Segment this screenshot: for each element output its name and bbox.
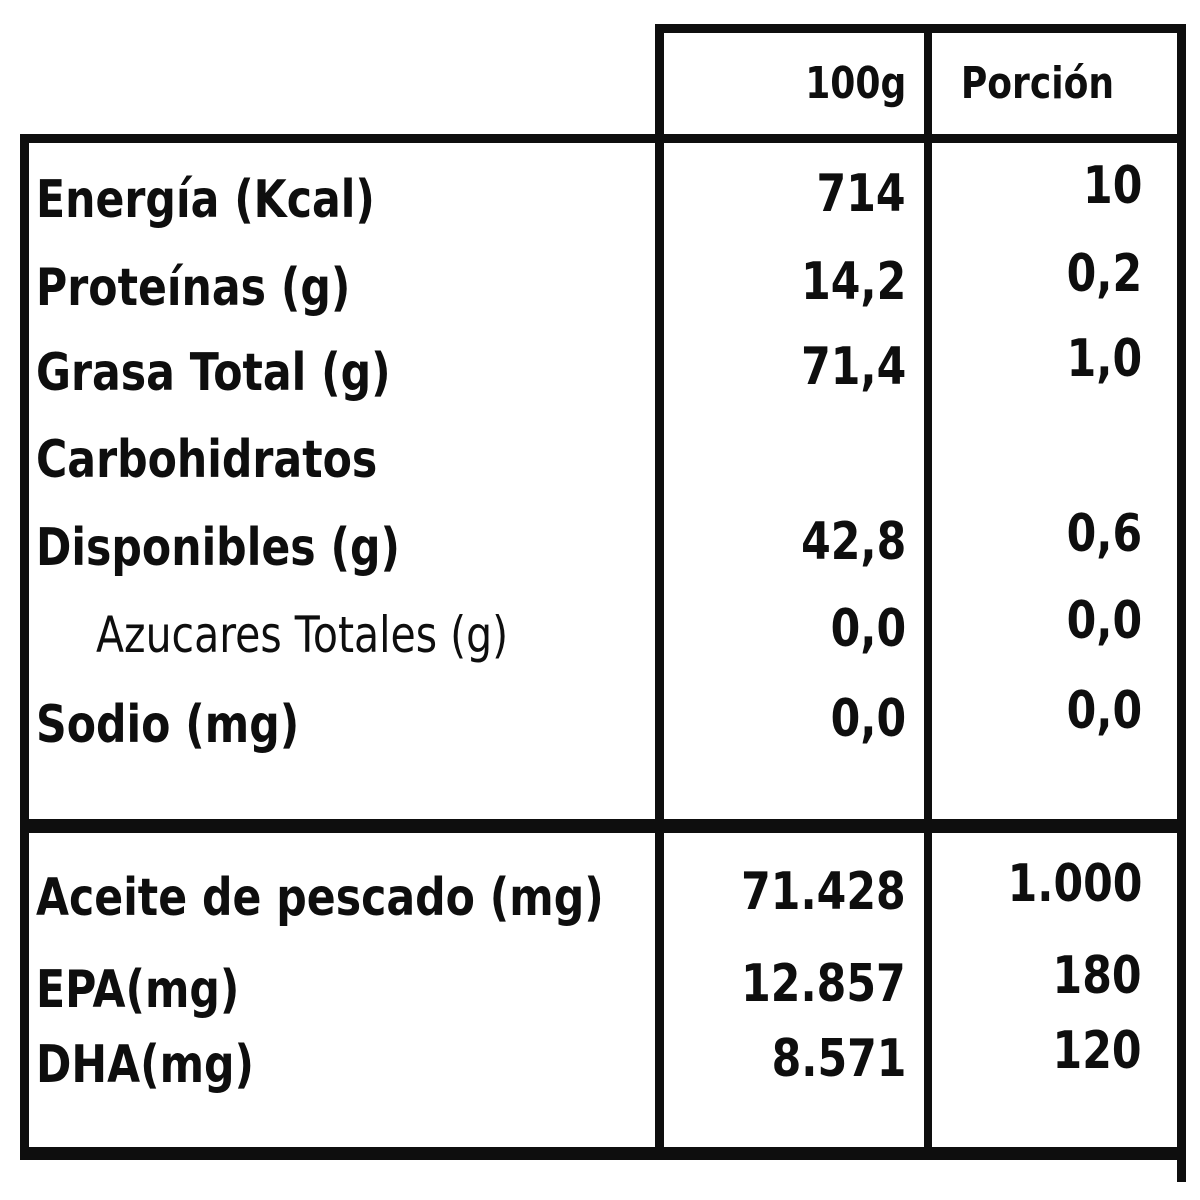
value-100g [664, 424, 906, 484]
row-label: DHA(mg) [36, 1035, 255, 1095]
value-100g: 71,4 [800, 337, 906, 397]
col-header-porcion-label: Porción [960, 58, 1114, 109]
value-porcion [932, 416, 1142, 476]
col-header-porcion: Porción [932, 54, 1142, 114]
column-divider-labels-100g [655, 24, 664, 1160]
table-row: Azucares Totales (g) 0,0 0,0 [0, 591, 1200, 665]
table-row: Proteínas (g) 14,2 0,2 [0, 244, 1200, 318]
table-row: EPA(mg) 12.857 180 [0, 946, 1200, 1020]
value-porcion: 1,0 [1066, 329, 1142, 389]
value-porcion: 1.000 [1007, 854, 1142, 914]
value-porcion: 0,6 [1066, 504, 1142, 564]
table-row: Sodio (mg) 0,0 0,0 [0, 681, 1200, 755]
row-label: Disponibles (g) [36, 518, 400, 578]
value-100g: 71.428 [741, 862, 906, 922]
table-row: Grasa Total (g) 71,4 1,0 [0, 329, 1200, 403]
value-100g: 714 [816, 164, 906, 224]
row-label: Proteínas (g) [36, 258, 351, 318]
value-100g: 0,0 [830, 599, 906, 659]
value-100g: 0,0 [830, 689, 906, 749]
table-row: DHA(mg) 8.571 120 [0, 1021, 1200, 1095]
row-label: Carbohidratos [36, 430, 378, 490]
row-label: Grasa Total (g) [36, 343, 391, 403]
value-porcion: 120 [1052, 1021, 1142, 1081]
value-porcion: 180 [1052, 946, 1142, 1006]
table-row: Aceite de pescado (mg) 71.428 1.000 [0, 854, 1200, 928]
value-100g: 8.571 [771, 1029, 906, 1089]
row-label: Azucares Totales (g) [96, 606, 509, 664]
row-label: Energía (Kcal) [36, 170, 375, 230]
table-row: Carbohidratos [0, 430, 1200, 490]
value-100g: 42,8 [800, 512, 906, 572]
value-porcion: 0,2 [1066, 244, 1142, 304]
value-porcion: 10 [1082, 156, 1142, 216]
right-border-stub [1177, 1160, 1186, 1182]
section-divider-rule [20, 819, 1186, 833]
value-porcion: 0,0 [1066, 681, 1142, 741]
row-label: Aceite de pescado (mg) [36, 868, 604, 928]
column-divider-100g-porcion [924, 24, 932, 1160]
col-header-100g: 100g [664, 54, 906, 114]
table-row: Disponibles (g) 42,8 0,6 [0, 504, 1200, 578]
row-label: Sodio (mg) [36, 695, 300, 755]
value-100g: 14,2 [800, 252, 906, 312]
header-row: 100g Porción [0, 54, 1200, 114]
value-porcion: 0,0 [1066, 591, 1142, 651]
value-100g: 12.857 [741, 954, 906, 1014]
col-header-100g-label: 100g [804, 58, 906, 109]
table-outer-border [20, 134, 1186, 1160]
row-label: EPA(mg) [36, 960, 240, 1020]
table-row: Energía (Kcal) 714 10 [0, 156, 1200, 230]
